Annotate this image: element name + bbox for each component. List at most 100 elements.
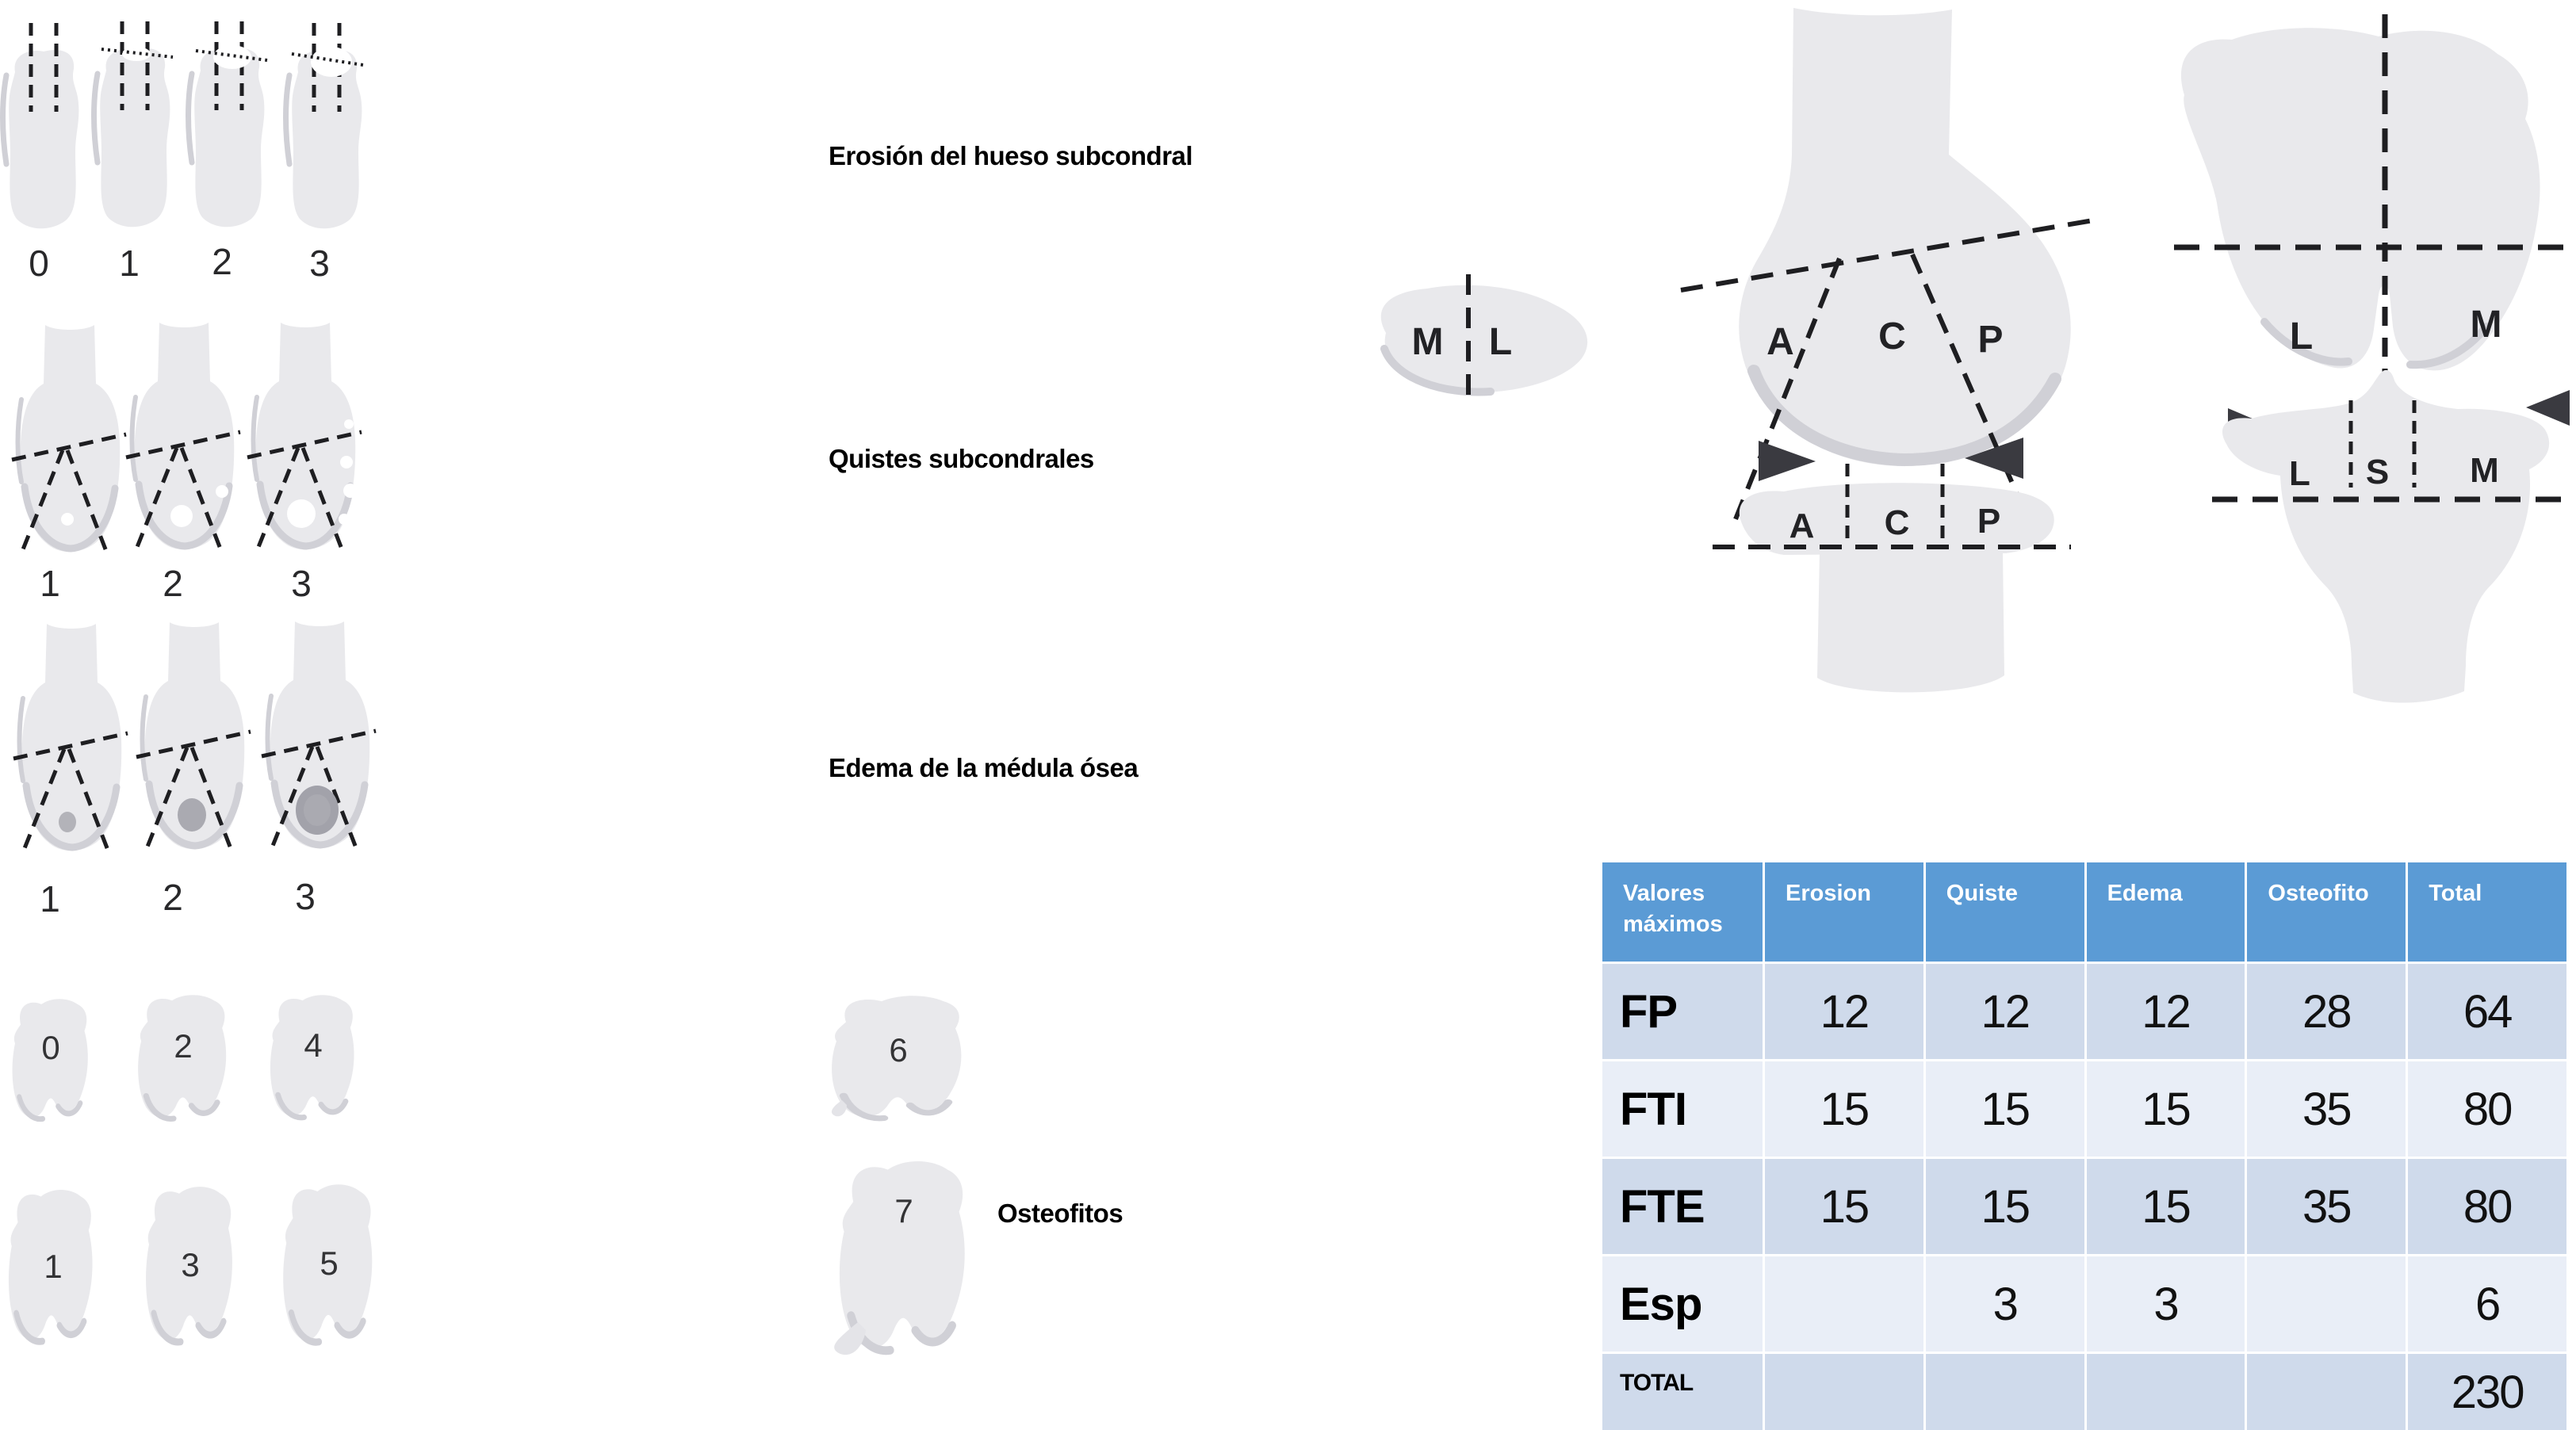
- osteophyte-spur: [834, 1322, 866, 1355]
- tibia-region-posterior: P: [1977, 502, 2000, 541]
- table-header-quiste: Quiste: [1925, 862, 2084, 962]
- edema-grade-number: 2: [163, 877, 183, 918]
- table-header-osteofito: Osteofito: [2247, 862, 2406, 962]
- cyst-spot: [170, 505, 193, 527]
- edema-spot-core: [304, 794, 331, 826]
- cell-fti-total: 80: [2408, 1061, 2566, 1157]
- erosion-notch-2: [213, 45, 251, 69]
- edema-spot: [178, 798, 206, 832]
- tibia-region-anterior: A: [1789, 507, 1814, 545]
- edema-section-label: Edema de la médula ósea: [829, 753, 1139, 782]
- cell-fte-edema: 15: [2086, 1159, 2245, 1254]
- osteophyte-grade-number: 3: [181, 1246, 199, 1283]
- cell-total-total: 230: [2408, 1354, 2566, 1430]
- tibia-region-lateral: L: [2289, 454, 2310, 493]
- patella-region-medial: M: [1412, 321, 1443, 363]
- osteophyte-grade-diagrams: 0 2 4 6 1 3 5 7: [9, 995, 965, 1355]
- erosion-section-label: Erosión del hueso subcondral: [829, 141, 1193, 170]
- tibia-region-medial: M: [2470, 451, 2498, 490]
- cell-esp-total: 6: [2408, 1256, 2566, 1352]
- row-label-esp: Esp: [1602, 1256, 1763, 1352]
- cyst-spot: [216, 485, 228, 498]
- osteophyte-grade-number: 7: [894, 1192, 913, 1229]
- cell-esp-erosion: [1765, 1256, 1923, 1352]
- meniscus-medial-body: [2526, 390, 2570, 426]
- cell-fti-osteofito: 35: [2247, 1061, 2406, 1157]
- cell-fti-erosion: 15: [1765, 1061, 1923, 1157]
- femur-region-medial: M: [2471, 304, 2501, 346]
- frontal-knee-diagram: L M L S M: [2174, 14, 2571, 703]
- cyst-grade-number: 1: [40, 563, 60, 604]
- table-header-erosion: Erosion: [1765, 862, 1923, 962]
- cell-fp-erosion: 12: [1765, 964, 1923, 1059]
- femur-region-anterior: A: [1766, 321, 1793, 363]
- edema-grade-number: 3: [295, 876, 316, 917]
- cyst-grade-diagrams: 1 2 3: [12, 323, 362, 604]
- femur-a-c-divider: [1730, 257, 1842, 529]
- erosion-grade-number: 1: [119, 243, 140, 284]
- row-label-fp: FP: [1602, 964, 1763, 1059]
- cell-esp-osteofito: [2247, 1256, 2406, 1352]
- erosion-grade-diagrams: 0 1 2 3: [3, 21, 364, 284]
- osteophytes-section-label: Osteofitos: [997, 1199, 1123, 1228]
- patella-region-lateral: L: [1489, 321, 1511, 363]
- cell-fp-osteofito: 28: [2247, 964, 2406, 1059]
- cyst-spot: [344, 419, 354, 429]
- erosion-grade-number: 3: [309, 243, 330, 284]
- cyst-spot: [343, 484, 358, 498]
- cell-fte-erosion: 15: [1765, 1159, 1923, 1254]
- cysts-section-label: Quistes subcondrales: [829, 444, 1094, 473]
- row-label-fte: FTE: [1602, 1159, 1763, 1254]
- cyst-spot: [339, 514, 350, 525]
- cell-fte-osteofito: 35: [2247, 1159, 2406, 1254]
- cell-fti-edema: 15: [2086, 1061, 2245, 1157]
- table-header-total: Total: [2408, 862, 2566, 962]
- edema-spot: [59, 812, 76, 832]
- cyst-spot: [287, 499, 316, 528]
- femur-region-posterior: P: [1977, 319, 2002, 361]
- femur-c-p-divider: [1910, 253, 2032, 525]
- cyst-spot: [340, 456, 353, 468]
- row-label-fti: FTI: [1602, 1061, 1763, 1157]
- cyst-grade-number: 3: [291, 563, 312, 604]
- patella-shape: [1380, 285, 1588, 393]
- osteophyte-knee-grade7: [840, 1161, 965, 1351]
- osteophyte-grade-number: 2: [174, 1027, 192, 1065]
- edema-grade-number: 1: [40, 878, 60, 920]
- tibia-region-central: C: [1885, 503, 1909, 542]
- erosion-grade-number: 2: [212, 241, 232, 282]
- erosion-grade-number: 0: [29, 243, 49, 284]
- cell-total-osteofito: [2247, 1354, 2406, 1430]
- osteophyte-grade-number: 4: [304, 1027, 322, 1064]
- cell-esp-edema: 3: [2086, 1256, 2245, 1352]
- cell-esp-quiste: 3: [1925, 1256, 2084, 1352]
- max-values-table: Valores máximos Erosion Quiste Edema Ost…: [1602, 862, 2566, 1430]
- erosion-notch-1: [122, 47, 151, 61]
- cell-fti-quiste: 15: [1925, 1061, 2084, 1157]
- femur-frontal-shape: [2180, 28, 2540, 371]
- cell-total-erosion: [1765, 1354, 1923, 1430]
- patella-axial-diagram: M L: [1380, 274, 1588, 404]
- osteophyte-grade-number: 6: [889, 1031, 907, 1069]
- edema-grade-diagrams: 1 2 3: [13, 621, 376, 920]
- femur-lateral-shape: [1739, 8, 2071, 467]
- tibia-region-spines: S: [2366, 453, 2388, 491]
- table-header-edema: Edema: [2086, 862, 2245, 962]
- cell-fte-total: 80: [2408, 1159, 2566, 1254]
- femur-region-central: C: [1878, 315, 1905, 358]
- lateral-knee-diagram: A C P A C P: [1680, 8, 2094, 693]
- osteophyte-grade-number: 0: [41, 1029, 59, 1066]
- osteophyte-grade-number: 1: [44, 1248, 62, 1285]
- meniscus-posterior-horn: [1965, 438, 2023, 479]
- cell-total-edema: [2086, 1354, 2245, 1430]
- table-header-valores-maximos: Valores máximos: [1602, 862, 1763, 962]
- cell-fte-quiste: 15: [1925, 1159, 2084, 1254]
- row-label-total: TOTAL: [1602, 1354, 1763, 1430]
- meniscus-anterior-horn: [1759, 441, 1816, 481]
- cell-fp-edema: 12: [2086, 964, 2245, 1059]
- cell-total-quiste: [1925, 1354, 2084, 1430]
- erosion-bone-grade0: [3, 23, 79, 228]
- femur-region-lateral: L: [2290, 315, 2312, 358]
